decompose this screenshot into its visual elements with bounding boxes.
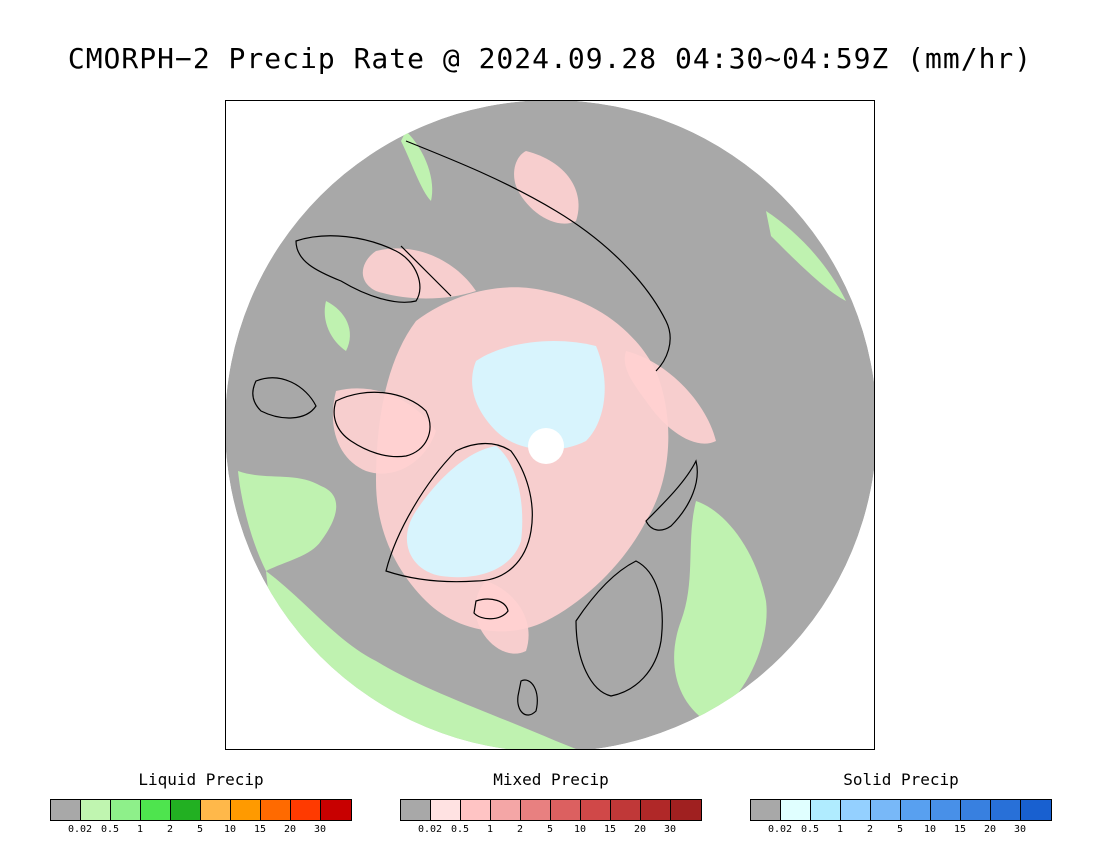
legend-swatch	[901, 800, 931, 820]
solid-precip-region-pole	[472, 341, 605, 450]
legend-tick-labels: 0.02 0.5 1 2 5 10 15 20 30	[400, 824, 702, 838]
legend-swatch	[81, 800, 111, 820]
legend-tick-label: 15	[953, 824, 967, 835]
chart-title: CMORPH−2 Precip Rate @ 2024.09.28 04:30~…	[67, 42, 1033, 75]
legend-tick-label: 30	[1013, 824, 1027, 835]
legend-tick-label: 5	[196, 824, 204, 835]
polar-precip-map	[225, 100, 875, 750]
polar-stereographic-map-svg	[226, 101, 874, 749]
legend-tick-label: 30	[313, 824, 327, 835]
legend-tick-label: 20	[633, 824, 647, 835]
legend-tick-label: 5	[546, 824, 554, 835]
polar-data-void	[528, 428, 564, 464]
legend-swatch	[201, 800, 231, 820]
legend-tick-label: 2	[166, 824, 174, 835]
coastline-uk	[517, 679, 538, 716]
legend-tick-labels: 0.02 0.5 1 2 5 10 15 20 30	[50, 824, 352, 838]
legend-title: Liquid Precip	[138, 770, 264, 789]
legend-tick-label: 20	[983, 824, 997, 835]
mixed-precip-region-alaska	[362, 248, 476, 299]
legend-tick-label: 2	[866, 824, 874, 835]
legend-swatch	[641, 800, 671, 820]
legend-swatch	[811, 800, 841, 820]
legend-swatch	[321, 800, 351, 820]
coastline-greenland	[385, 442, 533, 583]
liquid-precip-region-canada	[238, 471, 337, 571]
coastline-hudson	[252, 377, 317, 419]
legend-tick-labels: 0.02 0.5 1 2 5 10 15 20 30	[750, 824, 1052, 838]
legend-tick-label: 0.02	[417, 824, 443, 835]
legend-swatch	[871, 800, 901, 820]
legend-title: Mixed Precip	[493, 770, 609, 789]
legend-swatch	[261, 800, 291, 820]
legend-tick-label: 20	[283, 824, 297, 835]
solid-precip-region-greenland	[406, 446, 523, 578]
legend-swatch	[551, 800, 581, 820]
liquid-precip-region-northwest	[324, 301, 350, 351]
coastline-novaya-zemlya	[645, 459, 698, 531]
legend-swatch	[171, 800, 201, 820]
coastline-canadian-archipelago	[333, 391, 431, 458]
liquid-precip-region-russia-west	[674, 501, 767, 721]
legend-swatch	[611, 800, 641, 820]
legend-tick-label: 15	[253, 824, 267, 835]
legend-swatch	[521, 800, 551, 820]
liquid-precip-region-bering	[401, 131, 433, 201]
legend-swatch	[1021, 800, 1051, 820]
legend-tick-label: 5	[896, 824, 904, 835]
coastline-siberia	[405, 140, 671, 372]
mixed-precip-region-siberia	[514, 151, 579, 224]
legend-color-bar	[50, 799, 352, 821]
legend-liquid-precip: Liquid Precip 0.02 0.5 1 2 5 10 15 20 30	[50, 770, 352, 838]
legend-tick-label: 0.02	[767, 824, 793, 835]
legend-tick-label: 1	[136, 824, 144, 835]
legend-swatch	[141, 800, 171, 820]
legend-swatch	[671, 800, 701, 820]
legend-tick-label: 0.5	[100, 824, 120, 835]
coastline-iceland	[473, 598, 509, 620]
legend-swatch	[961, 800, 991, 820]
legend-tick-label: 30	[663, 824, 677, 835]
liquid-precip-region-siberia-east	[766, 211, 846, 301]
legend-swatch	[581, 800, 611, 820]
legend-mixed-precip: Mixed Precip 0.02 0.5 1 2 5 10 15 20 30	[400, 770, 702, 838]
legend-color-bar	[750, 799, 1052, 821]
legend-title: Solid Precip	[843, 770, 959, 789]
legend-tick-label: 10	[223, 824, 237, 835]
dateline-boundary	[400, 245, 452, 297]
legend-swatch	[461, 800, 491, 820]
coastline-scandinavia	[575, 560, 663, 697]
legend-swatch	[841, 800, 871, 820]
legend-swatch	[401, 800, 431, 820]
legend-tick-label: 0.5	[800, 824, 820, 835]
legend-swatch	[991, 800, 1021, 820]
legend-tick-label: 2	[516, 824, 524, 835]
legend-tick-label: 10	[923, 824, 937, 835]
legend-swatch	[51, 800, 81, 820]
legend-swatch	[751, 800, 781, 820]
mixed-precip-region-canadian-archipelago	[332, 388, 436, 474]
legend-tick-label: 15	[603, 824, 617, 835]
legend-solid-precip: Solid Precip 0.02 0.5 1 2 5 10 15 20 30	[750, 770, 1052, 838]
legend-tick-label: 0.5	[450, 824, 470, 835]
legend-swatch	[111, 800, 141, 820]
legend-swatch	[231, 800, 261, 820]
legend-tick-label: 10	[573, 824, 587, 835]
mixed-precip-region-kara	[624, 351, 716, 444]
legend-color-bar	[400, 799, 702, 821]
coastline-alaska	[295, 235, 421, 303]
legend-tick-label: 0.02	[67, 824, 93, 835]
legend-swatch	[781, 800, 811, 820]
legend-tick-label: 1	[836, 824, 844, 835]
legend-swatch	[491, 800, 521, 820]
legend-swatch	[291, 800, 321, 820]
legend-swatch	[431, 800, 461, 820]
legend-tick-label: 1	[486, 824, 494, 835]
legend-swatch	[931, 800, 961, 820]
